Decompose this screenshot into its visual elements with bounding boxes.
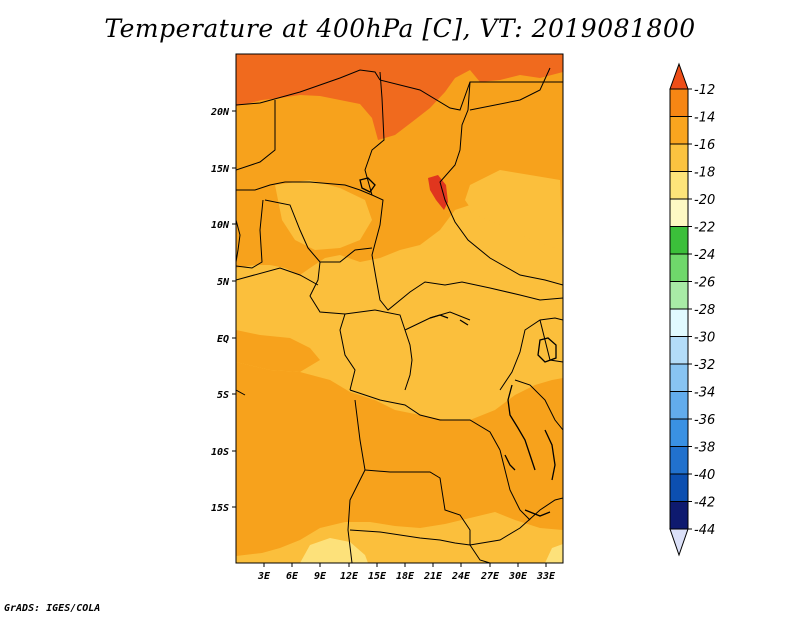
lon-labels: 3E 6E 9E 12E 15E 18E 21E 24E 27E 30E 33E: [257, 571, 556, 582]
colorbar-label: -34: [694, 386, 715, 401]
footer-credit: GrADS: IGES/COLA: [4, 603, 101, 614]
colorbar-swatch: [669, 198, 689, 227]
colorbar-bottom-arrow: [669, 528, 689, 557]
lon-label: 24E: [451, 571, 471, 582]
lat-label: 20N: [210, 107, 230, 118]
colorbar-swatch: [669, 473, 689, 502]
colorbar-swatch: [669, 336, 689, 365]
lat-labels: 20N 15N 10N 5N EQ 5S 10S 15S: [210, 107, 230, 514]
colorbar-label: -28: [694, 303, 715, 318]
map-title: Temperature at 400hPa [C], VT: 201908180…: [104, 14, 696, 43]
colorbar-ticks: [688, 88, 692, 530]
colorbar-swatch: [669, 501, 689, 530]
country-borders: [236, 67, 563, 563]
lon-label: 15E: [368, 571, 387, 582]
colorbar-swatch: [669, 116, 689, 145]
lon-label: 33E: [536, 571, 556, 582]
lat-label: 5S: [217, 390, 229, 401]
colorbar-swatch: [669, 446, 689, 475]
colorbar: [669, 62, 689, 557]
lon-label: 9E: [314, 571, 327, 582]
lon-label: 21E: [423, 571, 443, 582]
colorbar-label: -40: [694, 468, 715, 483]
lat-label: 10S: [211, 447, 229, 458]
colorbar-label: -38: [694, 441, 715, 456]
colorbar-label: -12: [694, 83, 715, 98]
colorbar-label: -16: [694, 138, 715, 153]
colorbar-swatch: [669, 281, 689, 310]
colorbar-label: -42: [694, 496, 715, 511]
field-band-minus14-south: [236, 362, 563, 556]
colorbar-swatch: [669, 308, 689, 337]
lon-label: 3E: [257, 571, 271, 582]
lat-label: 15N: [211, 164, 230, 175]
colorbar-swatch: [669, 226, 689, 255]
colorbar-label: -18: [694, 166, 715, 181]
lat-label: EQ: [217, 334, 229, 345]
colorbar-swatch: [669, 143, 689, 172]
field-spot-minus12: [428, 175, 448, 210]
lat-ticks: [232, 110, 236, 508]
lon-label: 30E: [508, 571, 528, 582]
colorbar-swatch: [669, 391, 689, 420]
field-band-minus14-southwest: [236, 330, 320, 372]
colorbar-labels: -12 -14 -16 -18 -20 -22 -24 -26 -28 -30 …: [694, 83, 715, 538]
colorbar-swatch: [669, 418, 689, 447]
lon-label: 27E: [480, 571, 500, 582]
field-pocket-minus16-ne: [465, 170, 563, 250]
colorbar-label: -14: [694, 111, 715, 126]
colorbar-label: -20: [694, 193, 715, 208]
lon-label: 18E: [396, 571, 415, 582]
lon-label: 12E: [340, 571, 359, 582]
colorbar-label: -32: [694, 358, 715, 373]
colorbar-label: -30: [694, 331, 715, 346]
field-band-minus12: [236, 54, 563, 140]
colorbar-label: -44: [694, 523, 715, 538]
colorbar-swatch: [669, 171, 689, 200]
lon-label: 6E: [286, 571, 299, 582]
lakes: [359, 177, 557, 517]
colorbar-label: -26: [694, 276, 715, 291]
temperature-field: [236, 54, 563, 563]
lat-label: 15S: [211, 503, 229, 514]
colorbar-swatch: [669, 253, 689, 282]
field-pocket-minus16-north: [275, 180, 372, 250]
colorbar-label: -22: [694, 221, 715, 236]
map-frame: [235, 53, 564, 564]
colorbar-top-arrow: [669, 62, 689, 90]
colorbar-swatch: [669, 88, 689, 117]
lat-label: 5N: [217, 277, 230, 288]
field-pocket-minus18-se: [545, 544, 563, 563]
colorbar-swatch: [669, 363, 689, 392]
lat-label: 10N: [211, 220, 230, 231]
colorbar-label: -24: [694, 248, 715, 263]
lon-ticks: [263, 563, 547, 567]
colorbar-label: -36: [694, 413, 715, 428]
